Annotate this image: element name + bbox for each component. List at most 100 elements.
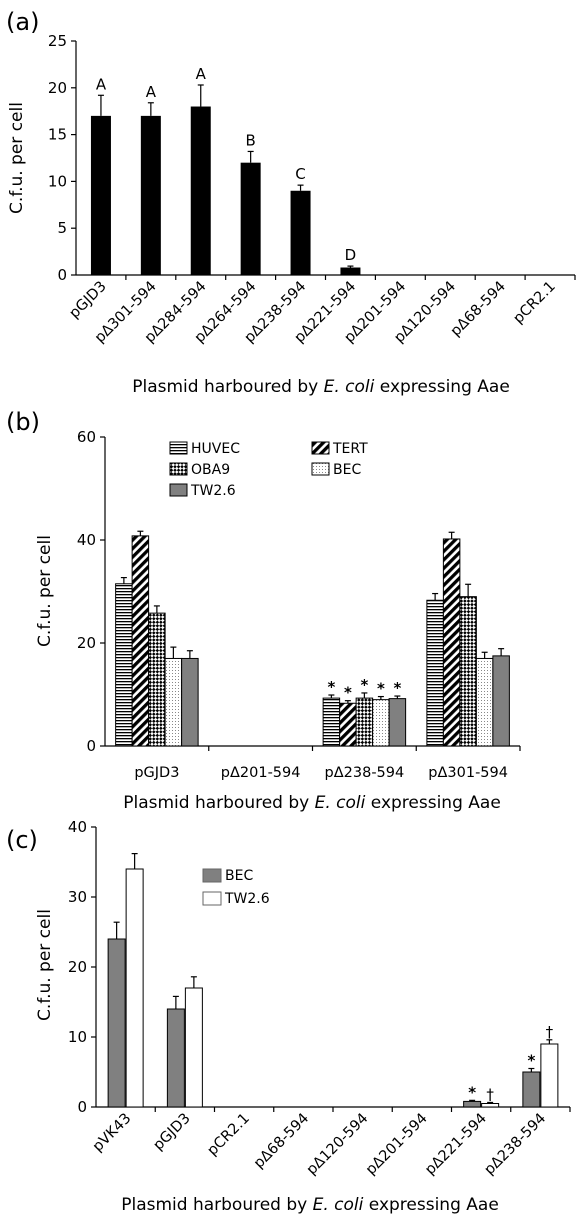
y-tick-label: 40 — [77, 531, 96, 549]
bar — [184, 987, 203, 1108]
significance-label: B — [246, 131, 256, 149]
y-tick-label: 0 — [86, 737, 96, 755]
bar — [388, 698, 407, 747]
x-tick-label: pΔ301-594 — [428, 765, 508, 781]
y-tick-label: 30 — [68, 888, 87, 906]
bar — [190, 106, 211, 276]
panel-b-xlabel: Plasmid harboured by E. coli expressing … — [123, 793, 501, 813]
x-tick-label: pΔ120-594 — [304, 1111, 372, 1179]
bar — [90, 115, 111, 275]
significance-label: C — [295, 165, 305, 183]
y-tick-label: 15 — [48, 126, 67, 144]
significance-label: D — [345, 246, 357, 264]
panel-a: (a) C.f.u. per cell Plasmid harboured by… — [6, 8, 576, 397]
panel-c: (c) C.f.u. per cell Plasmid harboured by… — [6, 818, 571, 1215]
x-tick-label: pGJD3 — [134, 765, 179, 781]
significance-label: * — [327, 678, 335, 696]
significance-label: A — [146, 83, 157, 101]
legend-label: TW2.6 — [190, 483, 236, 499]
legend-swatch — [311, 462, 330, 476]
legend-swatch — [202, 868, 222, 883]
bar — [492, 655, 510, 747]
x-tick-label: pΔ201-594 — [221, 765, 301, 781]
significance-label: * — [393, 679, 401, 697]
x-tick-label: pGJD3 — [67, 279, 110, 322]
significance-label: * — [527, 1052, 535, 1070]
legend-label: BEC — [225, 868, 253, 884]
x-tick-label: pΔ221-594 — [422, 1111, 490, 1179]
bar — [164, 657, 183, 747]
panel-c-ylabel: C.f.u. per cell — [35, 909, 55, 1021]
significance-label: A — [196, 65, 207, 83]
bar — [540, 1043, 559, 1108]
x-tick-label: pCR2.1 — [205, 1111, 253, 1159]
legend-label: HUVEC — [191, 441, 240, 457]
panel-b-ylabel: C.f.u. per cell — [35, 535, 55, 647]
y-tick-label: 40 — [68, 818, 87, 836]
y-tick-label: 10 — [48, 172, 67, 190]
bar — [131, 535, 150, 747]
x-tick-label: pΔ68-594 — [251, 1111, 312, 1172]
x-tick-label: pΔ68-594 — [448, 279, 509, 340]
bar — [148, 612, 166, 747]
x-tick-label: pCR2.1 — [510, 279, 558, 327]
significance-label: † — [486, 1085, 494, 1103]
bar — [459, 596, 477, 747]
panel-c-label: (c) — [6, 826, 38, 854]
y-tick-label: 5 — [57, 219, 67, 237]
bar — [442, 538, 461, 747]
bar — [463, 1100, 482, 1108]
bar — [475, 657, 494, 747]
bar — [340, 267, 361, 275]
legend-swatch — [169, 441, 188, 455]
y-tick-label: 0 — [77, 1098, 87, 1116]
y-tick-label: 60 — [77, 428, 96, 446]
bar — [339, 702, 357, 747]
legend-swatch — [169, 462, 188, 476]
x-tick-label: pΔ201-594 — [363, 1111, 431, 1179]
panel-a-xlabel: Plasmid harboured by E. coli expressing … — [132, 377, 510, 397]
bar — [355, 697, 374, 747]
bar — [426, 599, 444, 747]
x-tick-label: pGJD3 — [150, 1111, 193, 1154]
y-tick-label: 0 — [57, 266, 67, 284]
panel-b: (b) C.f.u. per cell Plasmid harboured by… — [6, 408, 521, 813]
legend-swatch — [202, 891, 222, 906]
significance-label: * — [344, 684, 352, 702]
x-tick-label: pVK43 — [90, 1111, 135, 1156]
panel-b-label: (b) — [6, 408, 40, 436]
legend-label: OBA9 — [191, 462, 230, 478]
significance-label: * — [468, 1083, 476, 1101]
significance-label: † — [546, 1023, 554, 1041]
panel-a-ylabel: C.f.u. per cell — [7, 102, 27, 214]
x-tick-label: pΔ238-594 — [482, 1111, 550, 1179]
bar — [290, 190, 311, 275]
x-tick-label: pΔ238-594 — [325, 765, 405, 781]
legend-label: TW2.6 — [224, 891, 270, 907]
significance-label: A — [96, 75, 107, 93]
bar — [372, 699, 390, 747]
y-tick-label: 20 — [48, 79, 67, 97]
panel-c-xlabel: Plasmid harboured by E. coli expressing … — [121, 1195, 499, 1215]
legend-label: TERT — [332, 441, 368, 457]
y-tick-label: 25 — [48, 32, 67, 50]
bar — [181, 657, 199, 747]
bar — [322, 697, 341, 747]
bar — [140, 115, 161, 275]
legend-swatch — [169, 483, 188, 497]
bar — [115, 583, 133, 747]
y-tick-label: 20 — [68, 958, 87, 976]
bar — [481, 1103, 500, 1108]
panel-a-label: (a) — [6, 8, 39, 36]
significance-label: * — [360, 676, 368, 694]
y-tick-label: 20 — [77, 634, 96, 652]
bar — [166, 1008, 185, 1108]
bar — [522, 1071, 541, 1108]
bar — [240, 162, 261, 275]
bar — [107, 938, 126, 1108]
legend-swatch — [311, 441, 330, 455]
bar — [125, 868, 144, 1108]
legend-label: BEC — [333, 462, 361, 478]
y-tick-label: 10 — [68, 1028, 87, 1046]
